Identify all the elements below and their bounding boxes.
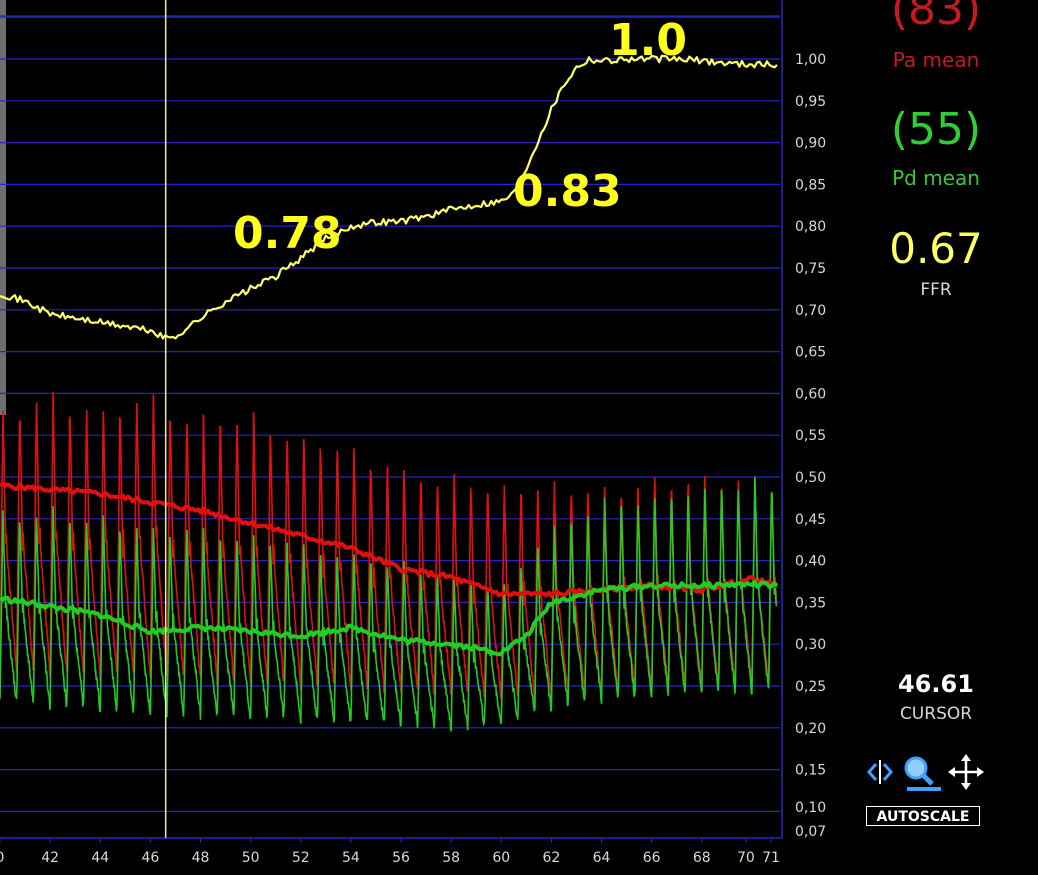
cursor-move-icon[interactable]: [867, 760, 893, 784]
ffr-trace: [0, 54, 778, 340]
y-tick-label: 0,25: [795, 679, 826, 695]
pa-mean-value: (83): [890, 0, 982, 35]
y-tick-label: 0,50: [795, 470, 826, 486]
window-edge: [0, 0, 6, 415]
y-tick-label: 1,00: [795, 52, 826, 68]
x-tick-label: 44: [91, 850, 109, 866]
zoom-icon[interactable]: [904, 756, 941, 791]
x-tick-label: 60: [492, 850, 510, 866]
pd-mean-label: Pd mean: [892, 166, 980, 190]
ffr-value: 0.67: [889, 224, 983, 273]
x-tick-label: 52: [292, 850, 310, 866]
ffr-annotation: 0.83: [513, 166, 622, 217]
x-tick-label: 68: [693, 850, 711, 866]
y-tick-label: 0,07: [795, 824, 826, 840]
y-tick-label: 0,90: [795, 136, 826, 152]
y-tick-label: 0,15: [795, 763, 826, 779]
y-tick-label: 0,10: [795, 800, 826, 816]
y-tick-label: 0,95: [795, 94, 826, 110]
y-tick-label: 0,40: [795, 554, 826, 570]
readout-panel: (83) Pa mean (55) Pd mean 0.67 FFR 46.61…: [836, 0, 1038, 875]
x-tick-label: 71: [762, 850, 780, 866]
autoscale-button[interactable]: AUTOSCALE: [866, 806, 980, 826]
y-tick-label: 0,70: [795, 303, 826, 319]
ffr-annotation: 1.0: [609, 15, 687, 66]
pa-phasic-trace: [0, 391, 778, 703]
y-tick-label: 0,65: [795, 345, 826, 361]
y-tick-label: 0,30: [795, 637, 826, 653]
ffr-label: FFR: [920, 280, 952, 300]
x-tick-label: 50: [242, 850, 260, 866]
y-tick-label: 0,80: [795, 219, 826, 235]
x-tick-label: 66: [643, 850, 661, 866]
pressure-ffr-chart[interactable]: 0,10 0,07 0,15 0,20 0,25 0,30 0,35 0,40 0,45 0,50…: [0, 0, 836, 875]
x-tick-label: 56: [392, 850, 410, 866]
x-tick-label: 42: [41, 850, 59, 866]
y-tick-label: 0,45: [795, 512, 826, 528]
pd-mean-value: (55): [890, 104, 982, 155]
x-tick-label: 70: [737, 850, 755, 866]
y-tick-label: 0,20: [795, 721, 826, 737]
pd-mean-trace: [0, 579, 779, 657]
tool-icons: [867, 754, 984, 791]
cursor-value: 46.61: [898, 670, 974, 698]
x-tick-label: 54: [342, 850, 360, 866]
pd-phasic-trace: [0, 476, 778, 732]
x-tick-label: 64: [593, 850, 611, 866]
y-tick-label: 0,55: [795, 428, 826, 444]
pa-mean-label: Pa mean: [892, 48, 980, 72]
x-tick-label: 58: [442, 850, 460, 866]
pan-icon[interactable]: [948, 754, 984, 790]
x-tick-label: 46: [141, 850, 159, 866]
cursor-label: CURSOR: [899, 704, 973, 724]
x-tick-label: 62: [543, 850, 561, 866]
x-tick-label: 48: [192, 850, 210, 866]
y-tick-label: 0,85: [795, 177, 826, 193]
y-tick-label: 0,35: [795, 595, 826, 611]
ffr-annotation: 0.78: [233, 208, 342, 259]
y-tick-label: 0,75: [795, 261, 826, 277]
x-tick-label: 0: [0, 850, 4, 866]
y-tick-label: 0,60: [795, 386, 826, 402]
